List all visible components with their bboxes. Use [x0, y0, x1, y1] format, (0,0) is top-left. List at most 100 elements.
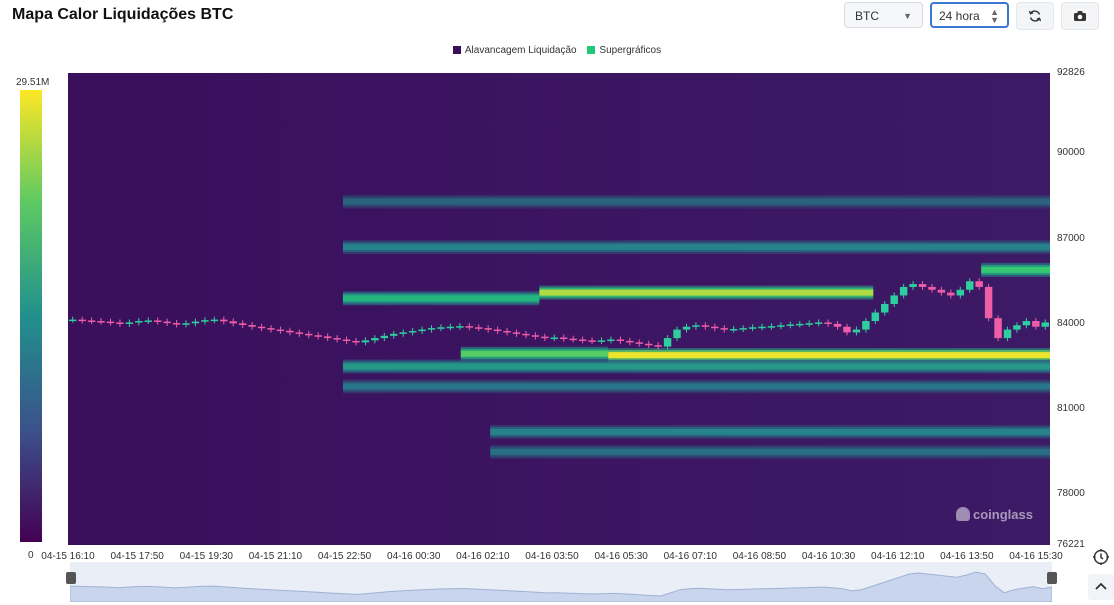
candle	[371, 338, 379, 341]
coin-select[interactable]: BTC ▼	[844, 2, 923, 28]
x-axis-tick-label: 04-16 10:30	[801, 551, 856, 562]
candle	[843, 326, 851, 333]
candle	[918, 284, 927, 287]
x-axis-tick-label: 04-15 22:50	[317, 551, 372, 562]
liquidation-band	[490, 428, 1050, 435]
candle	[295, 332, 304, 334]
refresh-icon	[1028, 10, 1042, 22]
x-axis-tick-label: 04-16 07:10	[663, 551, 717, 562]
candle	[380, 335, 389, 339]
candle	[578, 339, 587, 342]
candle	[852, 329, 861, 333]
legend-item-supercharts[interactable]: Supergráficos	[587, 45, 661, 56]
x-axis-tick-label: 04-16 02:10	[456, 551, 510, 562]
liquidation-band	[981, 266, 1050, 273]
candle	[956, 289, 965, 296]
candle	[78, 319, 86, 322]
refresh-button[interactable]	[1016, 2, 1054, 30]
candle	[229, 321, 237, 324]
legend-label: Supergráficos	[599, 45, 662, 56]
candle	[777, 325, 785, 327]
candle	[626, 340, 634, 343]
candle	[871, 312, 880, 322]
candle	[805, 323, 813, 325]
candle	[824, 322, 832, 324]
x-axis-tick-label: 04-16 12:10	[871, 551, 925, 562]
liquidation-band	[342, 363, 1051, 370]
y-axis-tick-label: 84000	[1057, 317, 1085, 329]
coin-select-value: BTC	[855, 9, 879, 23]
candle	[125, 322, 134, 324]
coinglass-logo-icon	[956, 507, 970, 521]
legend-item-leverage[interactable]: Alavancagem Liquidação	[452, 45, 577, 56]
candle	[201, 320, 209, 322]
candle	[163, 321, 171, 324]
candle	[890, 295, 898, 304]
x-axis-tick-label: 04-16 15:30	[1009, 551, 1063, 562]
page-title: Mapa Calor Liquidações BTC	[12, 6, 234, 23]
candle	[267, 328, 275, 330]
x-axis-tick-label: 04-16 13:50	[940, 551, 994, 562]
candle	[144, 320, 152, 322]
liquidation-band	[490, 448, 1050, 455]
candle	[106, 321, 115, 324]
candle	[569, 338, 577, 341]
candle	[862, 321, 870, 330]
watermark: coinglass	[956, 507, 1033, 522]
candle	[465, 326, 474, 328]
collapse-button[interactable]	[1088, 574, 1114, 600]
candle	[456, 326, 464, 328]
candle	[503, 330, 511, 333]
candle	[616, 339, 625, 342]
legend-swatch	[587, 46, 596, 54]
candle	[220, 319, 228, 322]
candle	[673, 329, 681, 339]
candle	[512, 332, 521, 334]
candle	[69, 319, 77, 322]
candle	[182, 323, 190, 325]
candle	[257, 326, 266, 329]
liquidation-band	[539, 289, 874, 296]
liquidation-band	[342, 244, 1051, 251]
candle	[796, 323, 804, 326]
candle	[597, 340, 606, 342]
candle	[446, 326, 455, 329]
candle	[1032, 321, 1040, 327]
candle	[484, 328, 492, 330]
y-axis-tick-label: 92826	[1057, 67, 1085, 78]
candle	[286, 330, 294, 333]
candle	[408, 330, 417, 333]
candle	[342, 339, 351, 342]
heatmap-background	[68, 73, 1050, 545]
candle	[352, 340, 360, 343]
liquidation-bands	[342, 194, 1051, 459]
y-axis-tick-label: 76221	[1057, 539, 1085, 550]
candle	[153, 320, 162, 322]
camera-icon	[1074, 11, 1086, 21]
candle	[966, 281, 974, 290]
screenshot-button[interactable]	[1061, 2, 1099, 30]
candle	[644, 343, 653, 346]
candle	[663, 338, 672, 347]
candle	[833, 323, 842, 327]
candle	[994, 318, 1002, 339]
liquidation-band	[460, 350, 609, 357]
candle	[607, 339, 615, 342]
navigator-right-handle[interactable]	[1047, 572, 1057, 584]
candle	[1003, 329, 1012, 339]
settings-icon[interactable]	[1092, 548, 1110, 566]
legend-swatch	[452, 46, 461, 54]
candle	[399, 332, 407, 334]
candle	[588, 340, 596, 342]
chevron-down-icon: ▼	[903, 11, 912, 21]
range-select[interactable]: 24 hora ▲ ▼	[930, 2, 1009, 28]
navigator-left-handle[interactable]	[66, 572, 76, 584]
candle	[748, 327, 757, 329]
candle	[711, 326, 719, 329]
stepper-icon: ▲ ▼	[990, 7, 999, 25]
time-navigator[interactable]	[70, 562, 1052, 602]
candle	[475, 327, 483, 329]
range-select-value: 24 hora	[939, 9, 980, 23]
candle	[975, 281, 983, 287]
